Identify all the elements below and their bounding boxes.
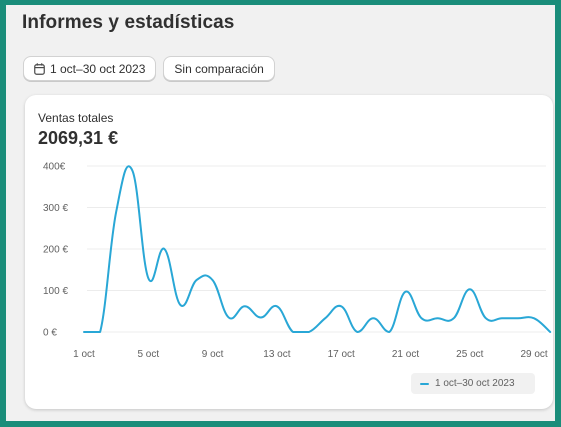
y-tick-label: 300 € (43, 203, 68, 214)
series-line (83, 165, 552, 333)
comparison-label: Sin comparación (174, 61, 264, 76)
metric-label: Ventas totales (38, 111, 114, 125)
page-title: Informes y estadísticas (22, 12, 235, 33)
chart-legend[interactable]: 1 oct–30 oct 2023 (411, 373, 535, 394)
y-tick-label: 400€ (43, 162, 66, 173)
x-tick-label: 5 oct (137, 349, 159, 360)
x-tick-label: 29 oct (520, 349, 547, 360)
x-tick-label: 17 oct (328, 349, 355, 360)
sales-line-chart: 0 € 100 € 200 € 300 € 400€ 1 oct 5 oct 9 oct 13 … (43, 162, 552, 360)
x-tick-label: 1 oct (73, 349, 95, 360)
sales-card: Ventas totales 2069,31 € 0 € 100 € 200 € 30… (25, 95, 553, 409)
toolbar: 1 oct–30 oct 2023 Sin comparación (23, 56, 275, 81)
y-tick-label: 0 € (43, 328, 57, 339)
calendar-icon (34, 62, 45, 75)
x-tick-label: 25 oct (456, 349, 483, 360)
date-range-button[interactable]: 1 oct–30 oct 2023 (23, 56, 157, 81)
legend-label: 1 oct–30 oct 2023 (435, 378, 515, 389)
comparison-button[interactable]: Sin comparación (163, 56, 275, 81)
y-tick-label: 100 € (43, 286, 68, 297)
x-tick-label: 21 oct (392, 349, 419, 360)
metric-value: 2069,31 € (38, 128, 119, 148)
date-range-label: 1 oct–30 oct 2023 (50, 61, 146, 76)
app-frame: Informes y estadísticas 1 oct–30 oct 202… (6, 5, 555, 421)
x-tick-label: 9 oct (202, 349, 224, 360)
legend-swatch (420, 382, 429, 385)
x-tick-label: 13 oct (263, 349, 290, 360)
y-tick-label: 200 € (43, 245, 68, 256)
